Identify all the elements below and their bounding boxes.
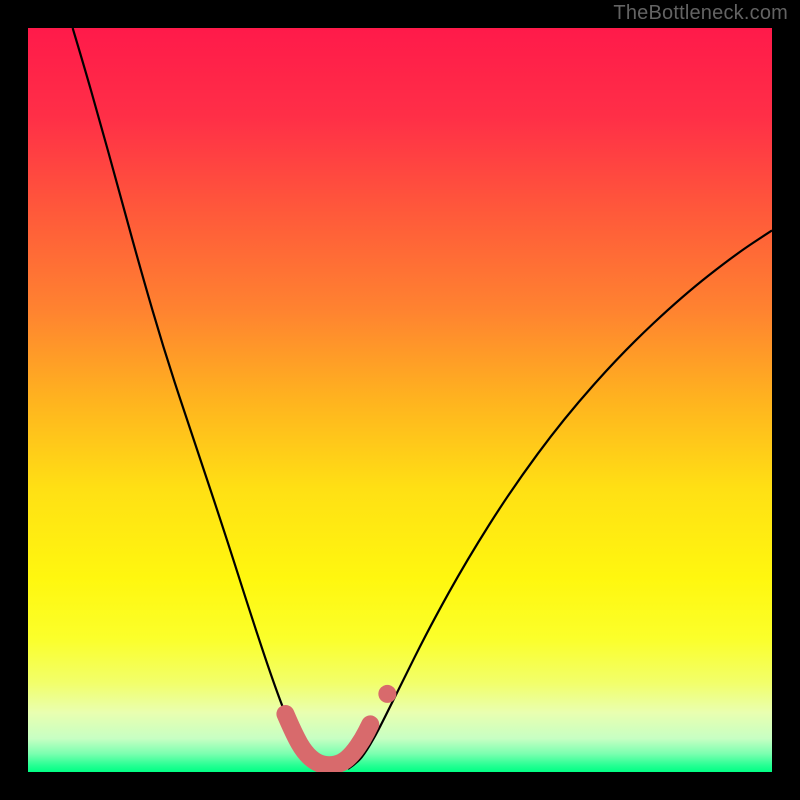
plot-area xyxy=(28,28,772,772)
gradient-background xyxy=(28,28,772,772)
highlight-dot xyxy=(378,685,396,703)
chart-svg xyxy=(28,28,772,772)
chart-frame: TheBottleneck.com xyxy=(0,0,800,800)
watermark-text: TheBottleneck.com xyxy=(613,2,788,25)
